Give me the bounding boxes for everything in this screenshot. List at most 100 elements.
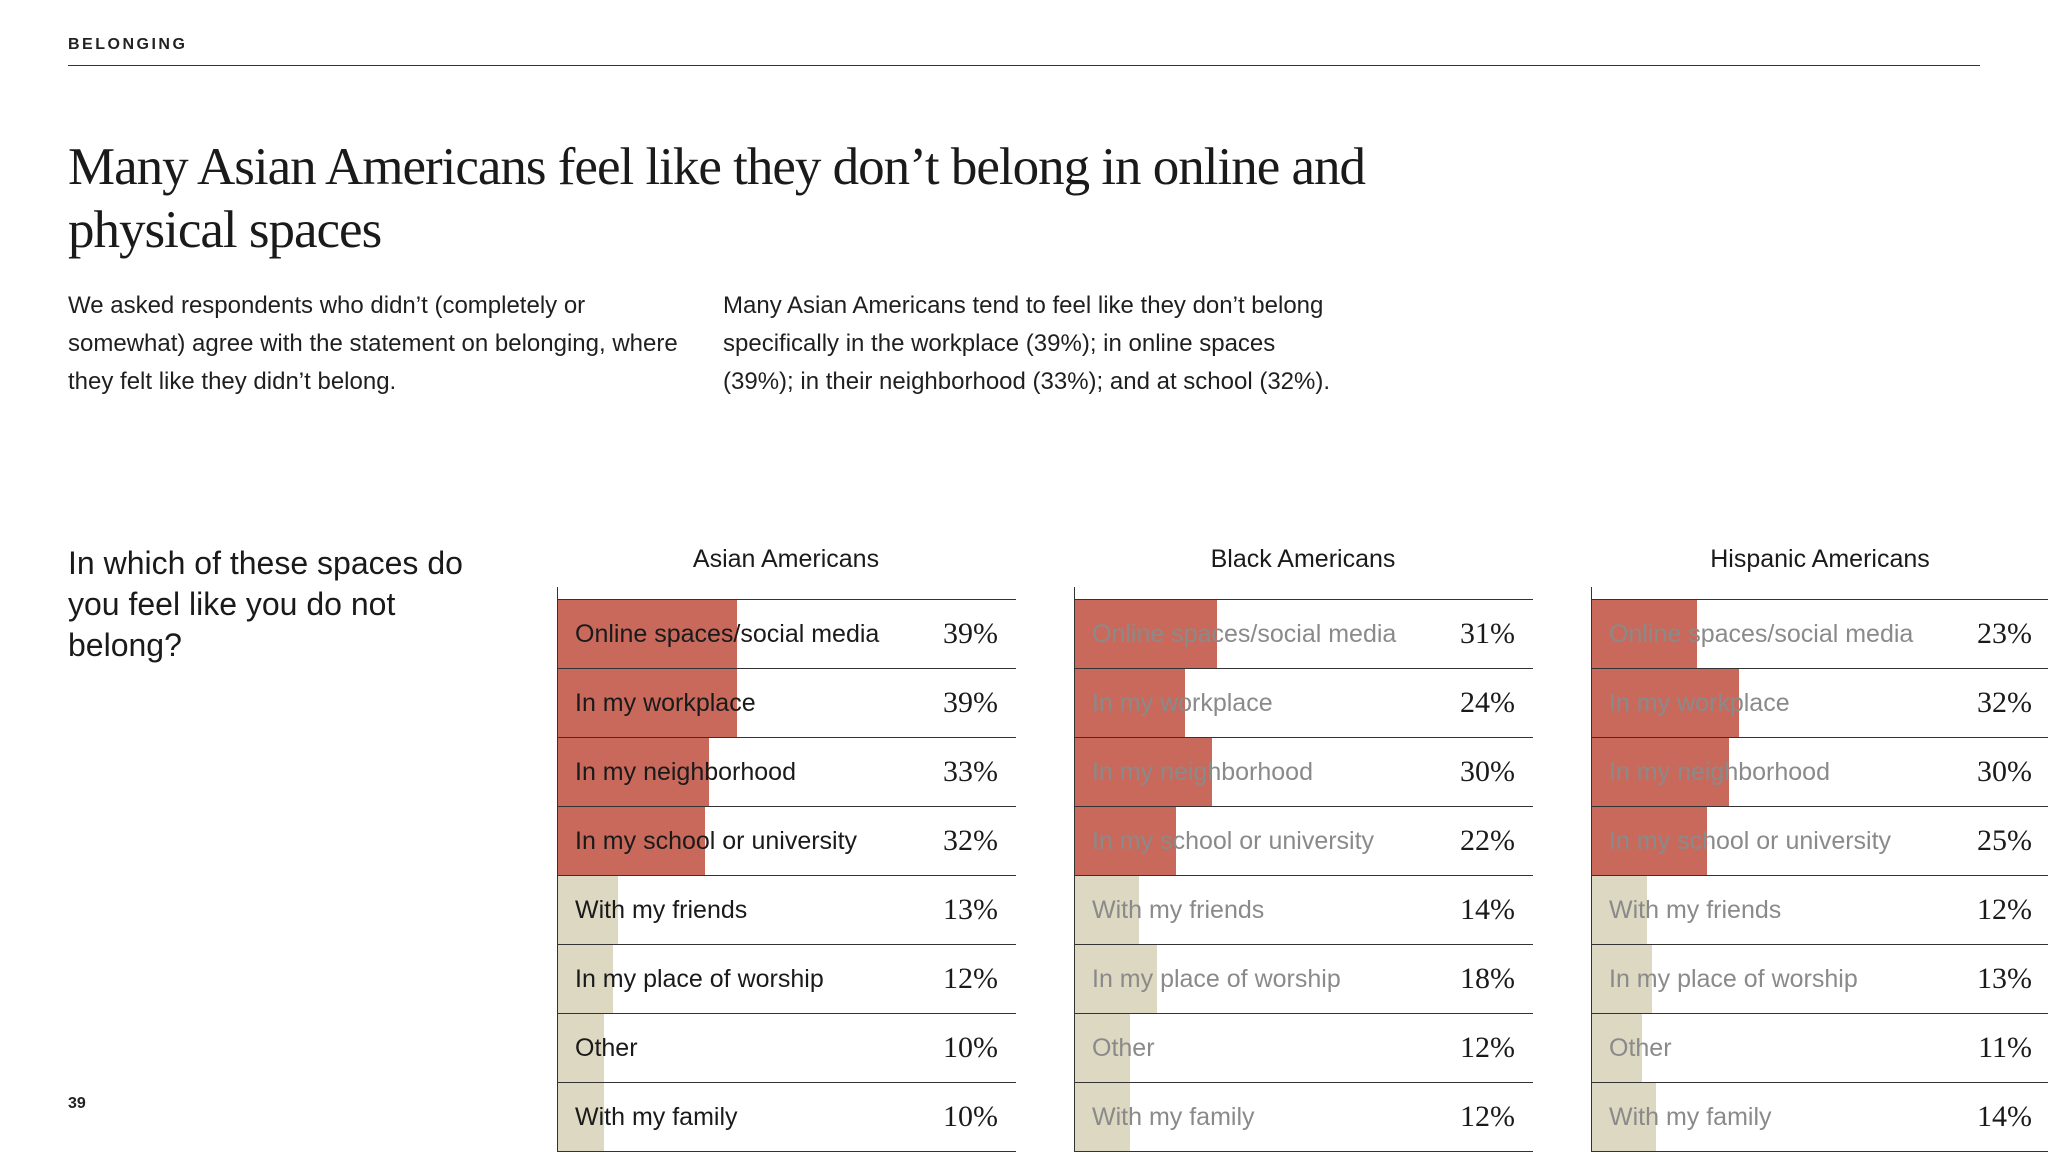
category-label: Online spaces/social media xyxy=(575,619,880,648)
chart-bar xyxy=(1592,738,1730,806)
value-label: 14% xyxy=(1460,893,1515,926)
category-label: In my neighborhood xyxy=(1092,757,1313,786)
category-label: With my friends xyxy=(1609,895,1782,924)
chart-row: In my workplace 24% xyxy=(1075,669,1533,738)
chart-bar xyxy=(1592,669,1739,737)
category-label: Other xyxy=(575,1033,638,1062)
chart-bar xyxy=(1075,669,1185,737)
value-label: 11% xyxy=(1978,1031,2032,1064)
category-label: With my family xyxy=(575,1102,738,1131)
chart-bar xyxy=(558,600,737,668)
category-label: In my place of worship xyxy=(1092,964,1341,993)
chart-row: Online spaces/social media 23% xyxy=(1592,600,2048,669)
category-label: In my school or university xyxy=(1609,826,1892,855)
axis-stub xyxy=(557,587,558,601)
chart-bar xyxy=(558,876,618,944)
chart-row: In my place of worship 13% xyxy=(1592,945,2048,1014)
value-label: 18% xyxy=(1460,962,1515,995)
value-label: 39% xyxy=(943,686,998,719)
intro-left-text: We asked respondents who didn’t (complet… xyxy=(68,292,678,395)
chart-row: With my family 14% xyxy=(1592,1083,2048,1152)
value-label: 10% xyxy=(943,1100,998,1133)
chart-bar xyxy=(558,945,613,1013)
chart-bar xyxy=(1075,600,1217,668)
category-label: With my family xyxy=(1092,1102,1255,1131)
chart-row: With my family 12% xyxy=(1075,1083,1533,1152)
category-label: In my place of worship xyxy=(575,964,824,993)
chart-row: In my school or university 32% xyxy=(558,807,1016,876)
value-label: 13% xyxy=(1977,962,2032,995)
category-label: Other xyxy=(1092,1033,1155,1062)
chart-title: Hispanic Americans xyxy=(1710,545,1930,573)
category-label: In my school or university xyxy=(1092,826,1375,855)
value-label: 12% xyxy=(943,962,998,995)
chart-bar xyxy=(558,807,705,875)
value-label: 14% xyxy=(1977,1100,2032,1133)
category-label: In my neighborhood xyxy=(575,757,796,786)
category-label: In my workplace xyxy=(575,688,756,717)
chart-row: In my neighborhood 30% xyxy=(1592,738,2048,807)
chart-row: In my place of worship 18% xyxy=(1075,945,1533,1014)
chart-row: Other 12% xyxy=(1075,1014,1533,1083)
chart-bar xyxy=(1075,1083,1130,1151)
chart-panel-hispanic-americans: Hispanic Americans Online spaces/social m… xyxy=(1591,540,2048,1152)
value-label: 24% xyxy=(1460,686,1515,719)
chart-row: Online spaces/social media 31% xyxy=(1075,600,1533,669)
chart-bar xyxy=(1075,807,1176,875)
chart-bar xyxy=(1592,945,1652,1013)
page-number: 39 xyxy=(68,1095,86,1112)
page-title: Many Asian Americans feel like they don’… xyxy=(68,138,1366,259)
category-label: With my family xyxy=(1609,1102,1772,1131)
value-label: 32% xyxy=(943,824,998,857)
axis-stub xyxy=(1074,587,1075,601)
chart-row: With my family 10% xyxy=(558,1083,1016,1152)
chart-bar xyxy=(1075,738,1213,806)
chart-bar xyxy=(558,738,710,806)
category-label: In my place of worship xyxy=(1609,964,1858,993)
chart-row: With my friends 13% xyxy=(558,876,1016,945)
value-label: 31% xyxy=(1460,617,1515,650)
axis-stub xyxy=(1591,587,1592,601)
value-label: 12% xyxy=(1460,1031,1515,1064)
category-label: In my workplace xyxy=(1609,688,1790,717)
category-label: Online spaces/social media xyxy=(1609,619,1914,648)
chart-row: In my place of worship 12% xyxy=(558,945,1016,1014)
chart-rows: Online spaces/social media 39% In my workp… xyxy=(557,599,1016,1152)
chart-row: With my friends 14% xyxy=(1075,876,1533,945)
value-label: 10% xyxy=(943,1031,998,1064)
intro-right-text: Many Asian Americans tend to feel like t… xyxy=(723,292,1331,395)
chart-row: Online spaces/social media 39% xyxy=(558,600,1016,669)
category-label: With my friends xyxy=(575,895,748,924)
value-label: 23% xyxy=(1977,617,2032,650)
chart-bar xyxy=(1592,1083,1657,1151)
chart-bar xyxy=(1592,1014,1643,1082)
chart-row: In my workplace 39% xyxy=(558,669,1016,738)
chart-panel-black-americans: Black Americans Online spaces/social medi… xyxy=(1074,540,1533,1152)
chart-bar xyxy=(558,1083,604,1151)
chart-bar xyxy=(558,669,737,737)
chart-panel-asian-americans: Asian Americans Online spaces/social medi… xyxy=(557,540,1016,1152)
value-label: 12% xyxy=(1460,1100,1515,1133)
category-label: Other xyxy=(1609,1033,1672,1062)
chart-row: In my neighborhood 30% xyxy=(1075,738,1533,807)
value-label: 32% xyxy=(1977,686,2032,719)
chart-rows: Online spaces/social media 31% In my workp… xyxy=(1074,599,1533,1152)
chart-bar xyxy=(1592,876,1647,944)
value-label: 25% xyxy=(1977,824,2032,857)
category-label: With my friends xyxy=(1092,895,1265,924)
category-label: In my workplace xyxy=(1092,688,1273,717)
chart-row: Other 10% xyxy=(558,1014,1016,1083)
chart-row: In my school or university 25% xyxy=(1592,807,2048,876)
section-label: BELONGING xyxy=(68,36,188,53)
chart-rows: Online spaces/social media 23% In my workp… xyxy=(1591,599,2048,1152)
chart-bar xyxy=(1075,1014,1130,1082)
category-label: In my school or university xyxy=(575,826,858,855)
chart-title: Black Americans xyxy=(1210,545,1396,573)
value-label: 33% xyxy=(943,755,998,788)
category-label: In my neighborhood xyxy=(1609,757,1830,786)
value-label: 22% xyxy=(1460,824,1515,857)
chart-bar xyxy=(1075,945,1158,1013)
chart-row: In my neighborhood 33% xyxy=(558,738,1016,807)
chart-bar xyxy=(1592,807,1707,875)
value-label: 13% xyxy=(943,893,998,926)
